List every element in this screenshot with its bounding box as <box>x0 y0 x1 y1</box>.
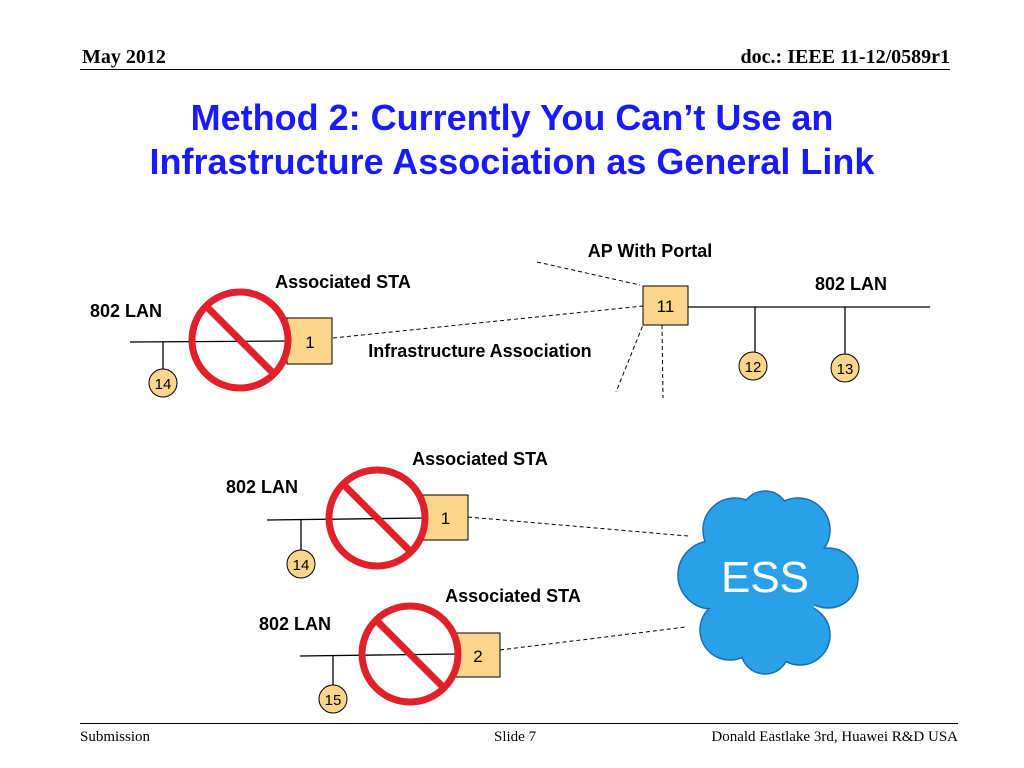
header-rule <box>80 69 950 70</box>
footer-author: Donald Eastlake 3rd, Huawei R&D USA <box>711 729 958 745</box>
node-15-label: 15 <box>325 692 342 709</box>
sta-box-middle <box>422 494 469 541</box>
sta-box-bottom-number: 2 <box>473 647 482 666</box>
infra-assoc-label: Infrastructure Association <box>368 341 591 361</box>
middle-lan-label: 802 LAN <box>226 477 298 497</box>
node-14-top <box>148 368 178 398</box>
title-line-2: Infrastructure Association as General Li… <box>149 141 875 182</box>
header-doc-id: doc.: IEEE 11-12/0589r1 <box>740 46 950 68</box>
ess-cloud-icon <box>677 490 859 675</box>
middle-ess-link <box>467 516 689 537</box>
slide-title: Method 2: Currently You Can’t Use an Inf… <box>0 96 1024 184</box>
ap-ray-1 <box>536 261 641 286</box>
prohibit-icon-top <box>188 288 292 392</box>
footer-submission: Submission <box>80 729 151 745</box>
ess-label: ESS <box>721 553 809 602</box>
header-date: May 2012 <box>82 46 166 68</box>
bottom-lan-line <box>299 653 459 657</box>
middle-sta-label: Associated STA <box>412 449 548 469</box>
node-14-middle <box>286 549 316 579</box>
sta-box-top-number: 1 <box>305 333 314 352</box>
top-right-lan-label: 802 LAN <box>815 274 887 294</box>
ap-ray-2 <box>615 319 646 393</box>
top-left-lan-label: 802 LAN <box>90 301 162 321</box>
prohibit-icon-bottom <box>358 602 462 706</box>
sta-box-bottom <box>455 632 501 678</box>
ap-box <box>642 285 689 326</box>
top-left-lan-line <box>129 340 291 343</box>
middle-lan-line <box>266 517 427 521</box>
node-12 <box>738 351 768 381</box>
node-14-middle-label: 14 <box>293 557 310 574</box>
ap-box-number: 11 <box>657 297 675 316</box>
node-13-label: 13 <box>837 361 854 378</box>
node-14-top-label: 14 <box>155 376 172 393</box>
ap-with-portal-label: AP With Portal <box>588 241 713 261</box>
bottom-lan-label: 802 LAN <box>259 614 331 634</box>
infra-assoc-link <box>332 305 644 339</box>
top-sta-label: Associated STA <box>275 272 411 292</box>
title-line-1: Method 2: Currently You Can’t Use an <box>190 97 834 138</box>
bottom-ess-link <box>499 626 687 651</box>
ap-ray-3 <box>661 324 664 399</box>
prohibit-icon-middle <box>325 466 429 570</box>
node-13 <box>830 353 860 383</box>
node-12-label: 12 <box>745 359 762 376</box>
sta-box-middle-number: 1 <box>441 509 450 528</box>
footer-slide-number: Slide 7 <box>494 729 537 745</box>
bottom-sta-label: Associated STA <box>445 586 581 606</box>
node-15 <box>318 684 348 714</box>
footer-rule <box>80 723 958 724</box>
